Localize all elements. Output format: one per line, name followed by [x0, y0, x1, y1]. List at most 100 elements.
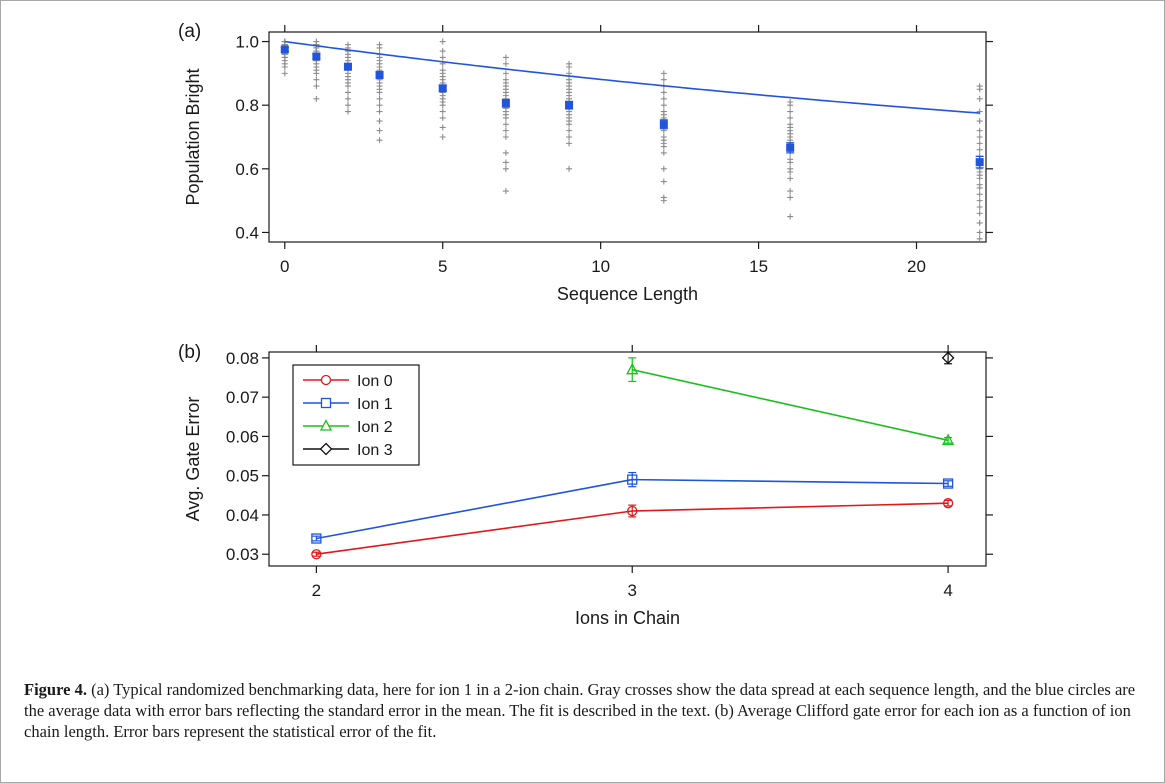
spread-point: [976, 204, 983, 210]
y-tick-label: 0.6: [235, 160, 259, 179]
series-point-ion-1: [311, 533, 322, 544]
spread-point: [344, 95, 351, 102]
average-point: [438, 84, 447, 93]
series-error-bar: [944, 480, 953, 487]
spread-point: [787, 165, 794, 172]
legend-label: Ion 1: [357, 396, 393, 413]
y-axis-label: Population Bright: [183, 68, 203, 205]
spread-point: [976, 118, 983, 125]
spread-point: [660, 95, 667, 102]
spread-point: [502, 121, 509, 128]
series-error-bar: [944, 499, 953, 507]
average-point: [786, 143, 795, 152]
spread-point: [439, 134, 446, 140]
spread-point: [439, 54, 446, 61]
average-point: [312, 52, 321, 61]
x-tick-label: 10: [591, 257, 610, 276]
spread-point: [976, 83, 983, 90]
spread-point: [376, 41, 383, 48]
spread-point: [502, 165, 509, 172]
y-tick-label: 0.4: [235, 223, 259, 242]
spread-point: [344, 89, 351, 96]
spread-point: [439, 114, 446, 121]
spread-point: [439, 48, 446, 55]
series-error-bar: [312, 551, 321, 557]
spread-point: [976, 235, 983, 242]
spread-point: [344, 108, 351, 115]
x-tick-label: 2: [312, 581, 321, 600]
legend-marker: [320, 397, 332, 409]
spread-point: [660, 102, 667, 109]
spread-point: [660, 108, 667, 115]
spread-point: [660, 149, 667, 156]
series-point-ion-0: [627, 505, 638, 517]
spread-point: [660, 134, 667, 140]
spread-point: [313, 38, 320, 45]
spread-point: [502, 188, 509, 195]
spread-point: [439, 108, 446, 115]
spread-point: [976, 127, 983, 134]
spread-point: [566, 140, 573, 147]
spread-point: [566, 127, 573, 134]
legend-label: Ion 3: [357, 442, 393, 459]
y-tick-label: 0.06: [226, 427, 259, 446]
y-tick-label: 0.07: [226, 388, 259, 407]
x-tick-label: 0: [280, 257, 289, 276]
y-tick-label: 0.03: [226, 545, 259, 564]
panel-label: (b): [178, 342, 201, 363]
panel-label: (a): [178, 21, 201, 42]
spread-point: [660, 178, 667, 185]
plot-frame: [268, 351, 987, 567]
legend-marker: [319, 419, 333, 431]
spread-point: [660, 76, 667, 83]
spread-point: [787, 108, 794, 115]
figure-4-charts: 0.4 0.6 0.8 1.0 0 5 10 15 20 Sequence Length Popul…: [178, 21, 993, 628]
series-point-ion-0: [311, 549, 322, 560]
spread-point: [313, 95, 320, 102]
spread-point: [660, 89, 667, 96]
average-point: [501, 99, 510, 108]
legend-label: Ion 2: [357, 419, 393, 436]
spread-point: [376, 95, 383, 102]
spread-point: [976, 134, 983, 140]
y-axis-label: Avg. Gate Error: [183, 397, 203, 522]
series-error-bar: [944, 437, 953, 444]
spread-point: [502, 70, 509, 77]
spread-point: [976, 191, 983, 198]
x-axis-label: Sequence Length: [557, 284, 698, 304]
x-tick-label: 5: [438, 257, 447, 276]
series-point-ion-2: [626, 362, 639, 375]
x-axis-label: Ions in Chain: [575, 608, 680, 628]
series-error-bar: [312, 535, 321, 542]
spread-point: [566, 76, 573, 83]
spread-point: [787, 194, 794, 201]
plot-frame: [268, 31, 987, 243]
y-tick-label: 0.05: [226, 467, 259, 486]
y-tick-label: 0.8: [235, 96, 259, 115]
spread-point: [376, 137, 383, 144]
spread-point: [313, 76, 320, 83]
spread-point: [787, 213, 794, 220]
series-point-ion-1: [942, 478, 954, 489]
legend-marker: [320, 374, 332, 386]
average-point: [565, 101, 574, 110]
series-point-ion-1: [627, 474, 638, 485]
spread-point: [566, 165, 573, 172]
series-point-ion-0: [942, 498, 954, 509]
fit-curve: [284, 40, 980, 114]
spread-point: [344, 102, 351, 109]
caption-label: Figure 4.: [24, 680, 87, 699]
spread-point: [439, 124, 446, 131]
series-error-bar: [944, 351, 953, 365]
average-point: [343, 62, 352, 71]
spread-point: [376, 108, 383, 115]
spread-point: [439, 38, 446, 45]
spread-point: [566, 60, 573, 67]
legend-marker: [319, 442, 333, 456]
spread-point: [787, 188, 794, 195]
y-tick-label: 0.04: [226, 506, 259, 525]
spread-point: [976, 210, 983, 217]
spread-point: [976, 108, 983, 115]
spread-point: [313, 83, 320, 90]
